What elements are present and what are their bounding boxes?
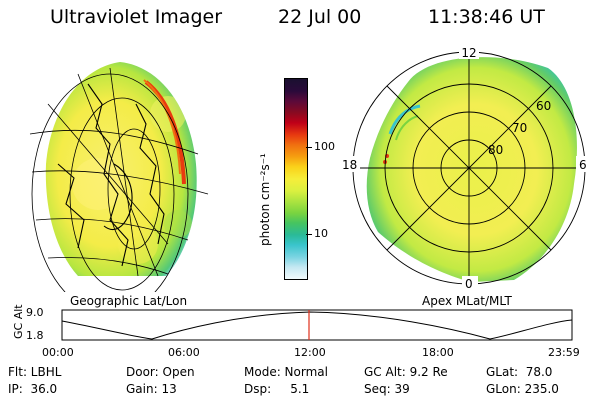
param-seq: Seq: 39: [364, 382, 410, 396]
param-glat: GLat: 78.0: [486, 365, 553, 379]
colorbar-tick-label-100: 100: [314, 140, 335, 153]
lat-label-70: 70: [512, 121, 527, 135]
date-label: 22 Jul 00: [278, 6, 362, 28]
altitude-xtick-0600: 06:00: [168, 346, 200, 359]
param-mode: Mode: Normal: [244, 365, 328, 379]
altitude-ytick-9: 9.0: [26, 306, 44, 319]
geographic-caption: Geographic Lat/Lon: [70, 294, 188, 308]
geographic-image: [29, 62, 209, 292]
lat-label-80: 80: [488, 143, 503, 157]
time-label: 11:38:46 UT: [428, 6, 545, 28]
colorbar: [284, 78, 308, 280]
polar-image: 12 18 6 0 60 70 80: [338, 45, 590, 291]
param-door: Door: Open: [126, 365, 195, 379]
param-gain: Gain: 13: [126, 382, 177, 396]
mlt-label-18: 18: [342, 158, 357, 172]
colorbar-tick-10: [306, 234, 312, 235]
altitude-ylabel: GC Alt: [12, 304, 25, 339]
param-ip: IP: 36.0: [8, 382, 58, 396]
param-glon: GLon: 235.0: [486, 382, 559, 396]
altitude-ytick-1-8: 1.8: [26, 329, 44, 342]
mlt-label-6: 6: [579, 158, 587, 172]
param-gc-alt: GC Alt: 9.2 Re: [364, 365, 448, 379]
colorbar-tick-label-10: 10: [314, 227, 328, 240]
colorbar-label: photon cm⁻²s⁻¹: [258, 153, 272, 246]
colorbar-tick-100: [306, 147, 312, 148]
mlt-label-0: 0: [465, 277, 473, 291]
lat-label-60: 60: [536, 99, 551, 113]
param-filter: Flt: LBHL: [8, 365, 62, 379]
mlt-label-12: 12: [461, 46, 476, 60]
polar-caption: Apex MLat/MLT: [422, 294, 512, 308]
instrument-title: Ultraviolet Imager: [50, 6, 223, 28]
altitude-xtick-0000: 00:00: [42, 346, 74, 359]
altitude-plot: [61, 309, 573, 341]
altitude-xtick-2359: 23:59: [548, 346, 580, 359]
param-dsp: Dsp: 5.1: [244, 382, 310, 396]
altitude-xtick-1200: 12:00: [294, 346, 326, 359]
altitude-xtick-1800: 18:00: [422, 346, 454, 359]
